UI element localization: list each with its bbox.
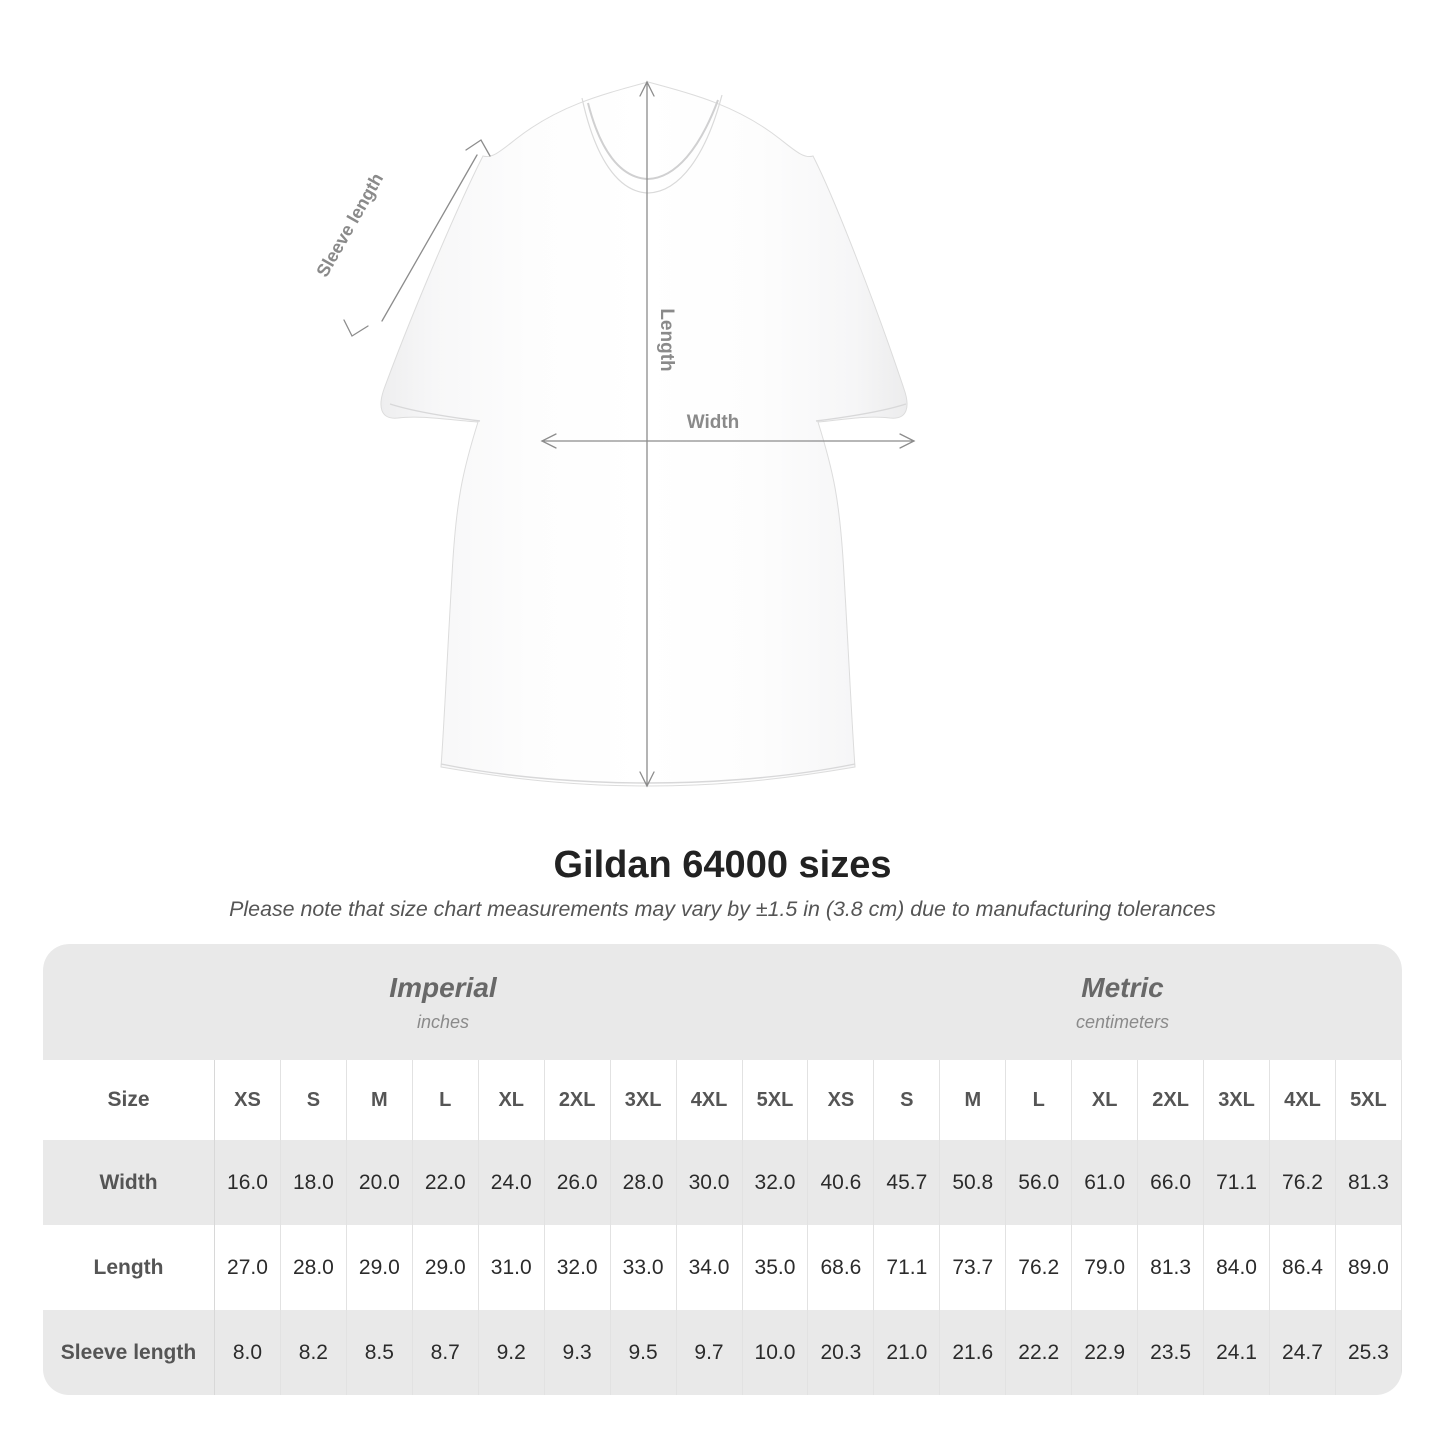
svg-text:Length: Length (656, 308, 677, 371)
svg-text:Width: Width (687, 412, 740, 433)
svg-text:Sleeve length: Sleeve length (312, 170, 387, 281)
